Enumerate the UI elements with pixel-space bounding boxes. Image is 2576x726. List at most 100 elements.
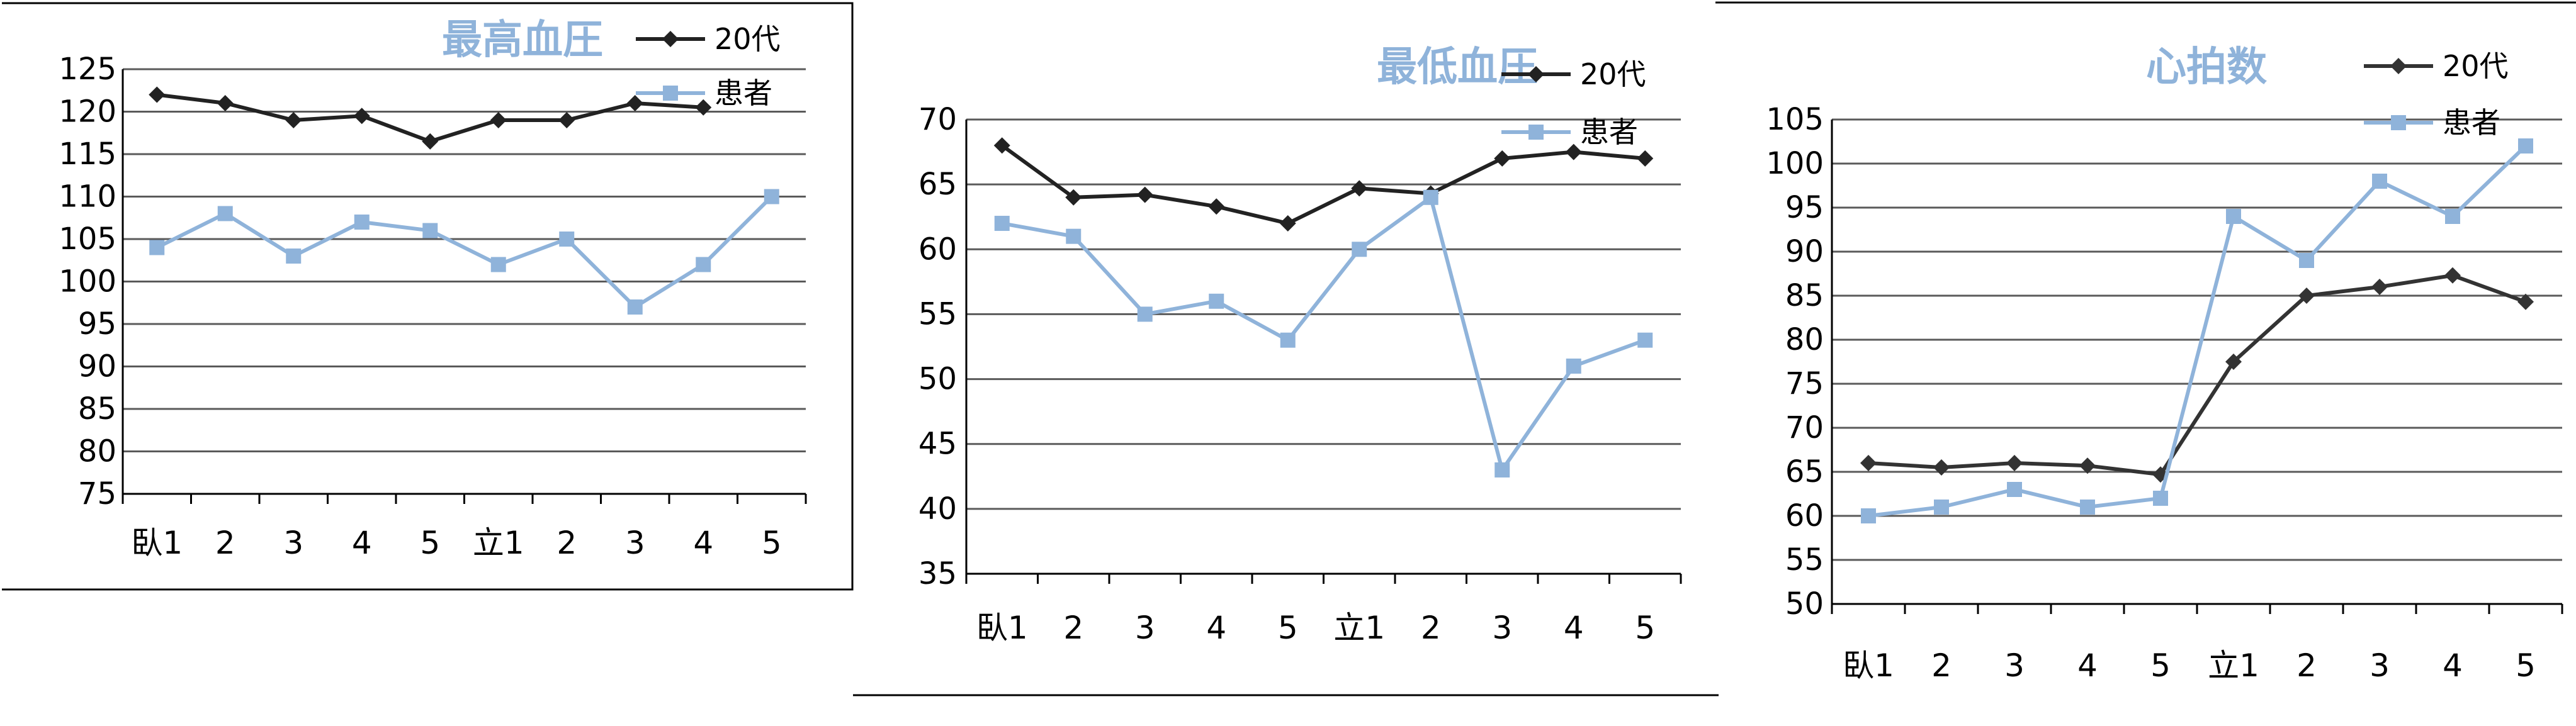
x-tick-label: 2	[1931, 647, 1952, 684]
legend-label: 20代	[2443, 49, 2509, 83]
y-tick-label: 70	[918, 102, 957, 137]
data-point-20s	[1860, 455, 1877, 471]
y-tick-label: 95	[78, 306, 116, 342]
data-point-20s	[1565, 143, 1582, 160]
y-tick-label: 80	[1785, 322, 1824, 357]
data-point-20s	[626, 95, 643, 111]
data-point-20s	[1065, 189, 1082, 206]
x-tick-label: 2	[556, 525, 577, 561]
x-tick-label: 5	[1635, 610, 1655, 646]
x-tick-label: 2	[215, 525, 235, 561]
data-point-patient	[2226, 209, 2241, 224]
y-tick-label: 80	[78, 434, 116, 469]
legend-label: 20代	[715, 22, 781, 56]
data-point-patient	[2372, 174, 2387, 189]
chart-frame-border	[2, 2, 854, 591]
data-point-20s	[2225, 354, 2242, 370]
legend-marker	[2390, 58, 2407, 74]
y-tick-label: 75	[1785, 366, 1824, 401]
data-point-20s	[2006, 455, 2023, 471]
y-tick-label: 105	[59, 221, 116, 257]
data-point-20s	[558, 112, 575, 128]
data-point-20s	[1637, 150, 1654, 167]
y-tick-label: 50	[918, 362, 957, 397]
chart-title: 心拍数	[2146, 44, 2267, 91]
data-point-20s	[1136, 186, 1153, 203]
data-point-20s	[2517, 293, 2534, 310]
x-tick-label: 2	[2296, 647, 2317, 684]
y-tick-label: 65	[918, 167, 957, 202]
data-point-20s	[2444, 267, 2461, 284]
legend-label: 患者	[715, 76, 772, 110]
y-tick-label: 70	[1785, 410, 1824, 445]
data-point-patient	[2445, 209, 2460, 224]
x-tick-label: 5	[762, 525, 782, 561]
legend-marker	[663, 86, 678, 101]
data-point-patient	[2080, 500, 2095, 515]
data-point-20s	[1208, 198, 1225, 215]
data-point-20s	[1351, 180, 1368, 197]
data-point-20s	[1279, 215, 1296, 232]
data-point-20s	[149, 86, 166, 103]
data-point-patient	[1280, 332, 1296, 348]
chart-title: 最低血圧	[1377, 44, 1538, 91]
x-tick-label: 4	[2077, 647, 2098, 684]
y-tick-label: 55	[1785, 542, 1824, 578]
x-tick-label: 3	[283, 525, 303, 561]
x-tick-label: 4	[1206, 610, 1226, 646]
x-tick-label: 3	[2004, 647, 2025, 684]
x-tick-label: 立1	[1333, 610, 1385, 646]
data-point-20s	[1494, 150, 1511, 167]
x-tick-label: 4	[693, 525, 713, 561]
data-point-patient	[1209, 293, 1224, 309]
y-tick-label: 60	[918, 232, 957, 267]
data-point-patient	[2518, 138, 2533, 154]
x-tick-label: 3	[625, 525, 645, 561]
data-point-patient	[2299, 253, 2314, 268]
data-point-patient	[559, 232, 575, 247]
data-point-patient	[994, 216, 1010, 232]
data-point-patient	[1352, 242, 1367, 257]
data-point-patient	[1861, 508, 1876, 523]
y-tick-label: 50	[1785, 586, 1824, 622]
data-point-patient	[286, 249, 302, 264]
legend-label: 患者	[1580, 115, 1638, 149]
data-point-20s	[2371, 279, 2388, 295]
data-point-patient	[217, 206, 233, 221]
x-tick-label: 4	[2443, 647, 2463, 684]
legend-label: 患者	[2443, 106, 2500, 140]
x-tick-label: 2	[1421, 610, 1441, 646]
y-tick-label: 55	[918, 296, 957, 332]
series-line-20s	[1868, 273, 2527, 477]
y-tick-label: 60	[1785, 498, 1824, 533]
data-point-patient	[1934, 500, 1949, 515]
chart-heart-rate: 50 55 60 65 70 75 80 85 90 95 100 105 臥1 2 3 4 5 立1 2 3 4 5 心拍…	[1715, 1, 2576, 684]
x-tick-label: 2	[1063, 610, 1083, 646]
data-point-patient	[1066, 228, 1082, 244]
y-tick-label: 120	[59, 94, 116, 130]
x-tick-label: 5	[420, 525, 440, 561]
x-tick-label: 臥1	[1843, 647, 1894, 684]
data-point-patient	[1566, 358, 1581, 374]
series-line-patient	[155, 195, 773, 310]
x-tick-label: 4	[352, 525, 372, 561]
y-tick-label: 65	[1785, 454, 1824, 489]
x-tick-label: 5	[2150, 647, 2171, 684]
series-line-patient	[1868, 144, 2528, 518]
x-tick-label: 臥1	[976, 610, 1028, 646]
x-tick-label: 5	[2516, 647, 2536, 684]
data-point-patient	[1637, 332, 1653, 348]
data-point-20s	[1933, 459, 1950, 476]
legend-marker	[1528, 66, 1544, 82]
data-point-20s	[353, 108, 370, 125]
data-point-patient	[490, 257, 506, 272]
x-tick-label: 5	[1278, 610, 1298, 646]
y-tick-label: 95	[1785, 190, 1824, 225]
data-point-patient	[149, 240, 165, 255]
y-tick-label: 75	[78, 476, 116, 511]
x-tick-label: 臥1	[131, 525, 183, 561]
y-tick-label: 85	[78, 391, 116, 427]
data-point-patient	[696, 257, 711, 272]
data-point-patient	[1494, 462, 1510, 477]
